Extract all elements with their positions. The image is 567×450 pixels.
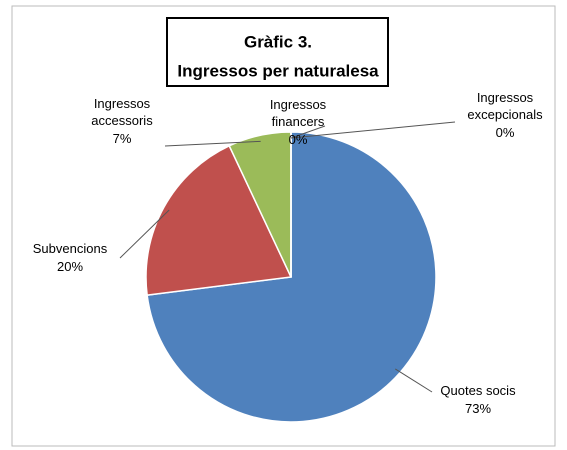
chart-title: Gràfic 3. <box>244 32 312 51</box>
leader-line <box>290 121 456 139</box>
category-label: Ingressos accessoris <box>91 96 153 128</box>
leader-line <box>394 368 433 393</box>
leader-line <box>164 140 261 147</box>
pie-slice <box>145 144 293 297</box>
value-label: 20% <box>56 259 84 274</box>
title-box <box>166 17 389 87</box>
category-label: Quotes socis <box>440 383 516 398</box>
category-label: Ingressos excepcionals <box>467 90 543 122</box>
category-label: Ingressos financers <box>269 97 327 129</box>
value-label: 0% <box>288 132 308 147</box>
value-label: 7% <box>112 131 132 146</box>
chart-subtitle: Ingressos per naturalesa <box>177 61 379 80</box>
category-label: Subvencions <box>32 241 108 256</box>
value-label: 73% <box>464 401 492 416</box>
leader-line <box>290 125 326 139</box>
chart-frame <box>11 5 556 447</box>
leader-line <box>119 209 170 259</box>
value-label: 0% <box>495 125 515 140</box>
